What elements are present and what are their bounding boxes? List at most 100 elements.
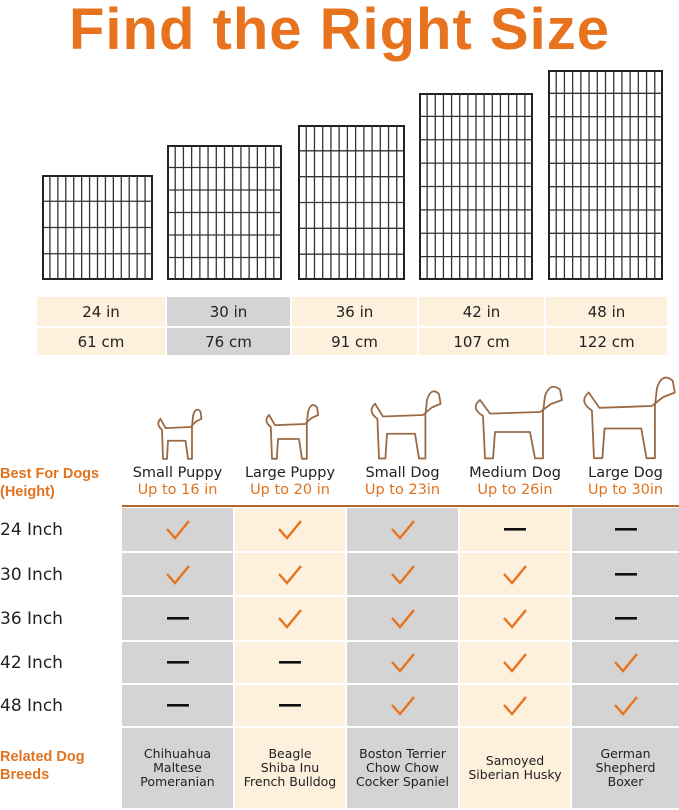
fit-cell	[572, 508, 679, 552]
checkmark-icon	[165, 520, 190, 540]
dog-header: Medium Dog Up to 26in	[460, 465, 570, 499]
fit-cell	[347, 508, 458, 552]
row-label: 24 Inch	[0, 520, 63, 540]
fit-cell	[235, 597, 345, 641]
fit-cell	[235, 553, 345, 596]
dash-icon	[614, 617, 637, 620]
breeds-cell: Beagle Shiba Inu French Bulldog	[235, 728, 345, 808]
dash-icon	[279, 661, 301, 664]
checkmark-icon	[503, 696, 527, 716]
fit-cell	[347, 597, 458, 641]
row-label: 48 Inch	[0, 696, 63, 716]
breed-name: Maltese	[153, 760, 202, 775]
breed-name: French Bulldog	[243, 774, 337, 789]
breeds-label: Related Dog Breeds	[0, 749, 85, 783]
checkmark-icon	[165, 564, 190, 585]
fit-cell	[460, 642, 570, 684]
fit-cell	[235, 686, 345, 726]
breed-name: Samoyed	[485, 753, 545, 768]
pen-image-1	[167, 145, 282, 280]
checkmark-icon	[390, 696, 415, 716]
fit-cell	[572, 642, 679, 684]
breed-name: Shiba Inu	[260, 760, 320, 775]
dash-icon	[614, 572, 637, 576]
fit-cell	[235, 508, 345, 552]
dog-height: Up to 26in	[477, 482, 553, 498]
breed-name: Beagle	[268, 746, 312, 761]
checkmark-icon	[278, 564, 302, 585]
dog-silhouette-icon	[583, 376, 676, 460]
fit-cell	[122, 553, 233, 596]
fit-cell	[572, 686, 679, 726]
breeds-cell: Chihuahua Maltese Pomeranian	[122, 728, 233, 808]
dash-icon	[166, 704, 189, 707]
dog-header: Small Puppy Up to 16 in	[122, 465, 233, 499]
breed-name: German	[600, 746, 651, 761]
dog-column: Boston Terrier Chow Chow Cocker Spaniel	[347, 508, 458, 808]
dog-header: Large Puppy Up to 20 in	[235, 465, 345, 499]
size-cm: 107 cm	[419, 328, 544, 355]
size-inches: 30 in	[167, 297, 290, 326]
breed-name: Pomeranian	[140, 774, 215, 789]
size-cm: 76 cm	[167, 328, 290, 355]
pen-image-4	[548, 70, 663, 280]
checkmark-icon	[278, 609, 302, 629]
fit-cell	[460, 597, 570, 641]
dog-height: Up to 20 in	[250, 482, 330, 498]
dash-icon	[614, 528, 637, 531]
size-inches: 42 in	[419, 297, 544, 326]
dog-column: German Shepherd Boxer	[572, 508, 679, 808]
dog-header: Small Dog Up to 23in	[347, 465, 458, 499]
dog-name: Small Puppy	[132, 465, 223, 481]
fit-cell	[572, 553, 679, 596]
fit-cell	[460, 686, 570, 726]
checkmark-icon	[503, 609, 527, 629]
fit-cell	[347, 686, 458, 726]
checkmark-icon	[613, 696, 638, 716]
dog-height: Up to 16 in	[137, 482, 218, 498]
breed-name: Siberian Husky	[468, 767, 562, 782]
dog-name: Small Dog	[365, 465, 440, 481]
breed-name: Shepherd	[595, 760, 656, 775]
row-divider	[122, 551, 679, 553]
dog-silhouette-icon	[265, 404, 320, 460]
fit-cell	[347, 642, 458, 684]
checkmark-icon	[390, 564, 415, 585]
dog-silhouette-icon	[370, 390, 441, 460]
size-inches: 36 in	[292, 297, 417, 326]
dog-column: Samoyed Siberian Husky	[460, 508, 570, 808]
dog-name: Large Puppy	[244, 465, 336, 481]
checkmark-icon	[613, 653, 638, 673]
dog-name: Large Dog	[588, 465, 663, 481]
breed-name: Boxer	[607, 774, 644, 789]
checkmark-icon	[390, 653, 415, 673]
page-title: Find the Right Size	[69, 0, 610, 62]
dash-icon	[279, 704, 301, 707]
fit-cell	[347, 553, 458, 596]
dash-icon	[166, 661, 189, 664]
size-cm: 61 cm	[37, 328, 165, 355]
pen-image-2	[298, 125, 405, 280]
row-divider	[122, 726, 679, 728]
row-label: 36 Inch	[0, 609, 63, 629]
breeds-cell: German Shepherd Boxer	[572, 728, 679, 808]
pen-image-0	[42, 175, 153, 280]
checkmark-icon	[390, 520, 415, 540]
dog-column: Chihuahua Maltese Pomeranian	[122, 508, 233, 808]
fit-cell	[122, 597, 233, 641]
breeds-cell: Boston Terrier Chow Chow Cocker Spaniel	[347, 728, 458, 808]
dash-icon	[504, 528, 526, 531]
size-inches: 48 in	[546, 297, 667, 326]
checkmark-icon	[278, 520, 302, 540]
dog-column: Beagle Shiba Inu French Bulldog	[235, 508, 345, 808]
fit-cell	[122, 642, 233, 684]
breed-name: Boston Terrier	[359, 746, 446, 761]
row-label: 42 Inch	[0, 653, 63, 673]
fit-cell	[235, 642, 345, 684]
dog-height: Up to 23in	[364, 482, 441, 498]
best-for-label: Best For Dogs (Height)	[0, 466, 100, 500]
breed-name: Cocker Spaniel	[356, 774, 449, 789]
breed-name: Chihuahua	[143, 746, 212, 761]
checkmark-icon	[503, 653, 527, 673]
dog-silhouette-icon	[156, 408, 202, 460]
